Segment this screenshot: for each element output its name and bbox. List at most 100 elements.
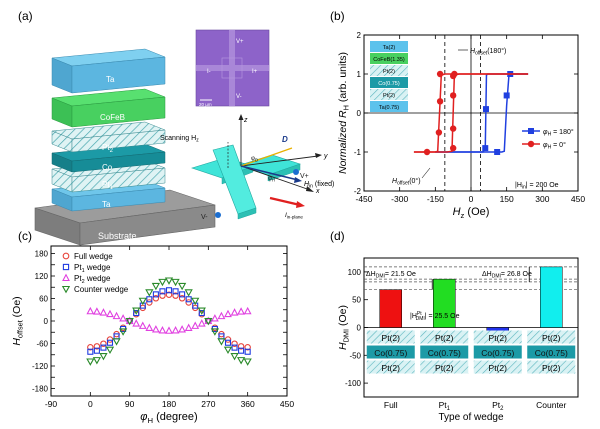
scanning-hz-label: Scanning Hz	[160, 135, 199, 144]
d-stack-label: Co(0.75)	[428, 348, 461, 358]
c-point-circle	[211, 324, 219, 332]
iin-sub: in-plane	[287, 215, 304, 220]
d-stack-box-1	[527, 345, 576, 359]
legend-b-marker-0	[527, 140, 535, 148]
chart-b: -450 -300 -150 0 150 300 450 -2 -1 0 1 2 Hz (Oe) Norm…	[337, 31, 585, 220]
b-xlabel-main: H	[453, 206, 461, 218]
legend-b-0-phi: φ	[543, 142, 548, 149]
c-legend-marker	[62, 273, 70, 282]
b-xtick-label: 150	[500, 194, 514, 204]
c-point-square	[93, 347, 100, 354]
legend-b-180-phi: φ	[543, 129, 548, 136]
c-xlabel-sub: H	[147, 416, 153, 425]
legend-b-180: φH = 180°	[543, 128, 574, 138]
b-xtick-label: 300	[535, 194, 549, 204]
hoffset-0-annotation: Hoffset(0°)	[392, 177, 421, 187]
c-point-square	[179, 291, 186, 298]
hpt2-sup: Pt	[417, 311, 422, 317]
dh2-sub: DMI	[492, 274, 501, 280]
c-point-square	[146, 296, 153, 303]
c-point-circle	[93, 343, 101, 350]
legend-b-0-sub: H	[548, 145, 552, 151]
b-ylabel-unit: (arb. units)	[337, 52, 349, 105]
panel-a-label: (a)	[18, 9, 33, 23]
c-xtick-label: 180	[162, 399, 176, 409]
co-layer: Co	[51, 143, 166, 173]
hin-note-b: |Hin| = 200 Oe	[515, 182, 559, 191]
c-legend-label: Full wedge	[74, 252, 113, 261]
inset-label-pt-top: Pt(2)	[383, 69, 395, 75]
hoffset0-h: H	[392, 178, 398, 185]
c-ytick-label: 120	[35, 272, 49, 281]
phi-d-text: φ	[251, 156, 255, 162]
b-point-square	[482, 106, 489, 113]
inset-label-cofeb: CoFeB(1.35)	[373, 57, 405, 63]
c-ytick-label: 60	[39, 295, 48, 304]
d-stack-box-0	[527, 330, 576, 344]
c-xtick-label: 360	[241, 399, 255, 409]
c-point-circle	[119, 324, 127, 332]
d-bar-Pt1	[433, 278, 456, 328]
b-xlabel: Hz (Oe)	[453, 206, 490, 220]
d-ylabel-sub: DMI	[342, 329, 351, 342]
c-point-square	[231, 344, 238, 351]
c-ytick-label: -180	[32, 385, 49, 394]
dh2-text: ΔH	[482, 271, 492, 278]
d-stack-label: Co(0.75)	[535, 348, 568, 358]
c-point-triangle-up	[145, 323, 154, 331]
d-stack-box-0	[366, 330, 415, 344]
b-xlabel-unit: (Oe)	[464, 206, 489, 218]
d-bar-Full	[379, 289, 402, 328]
c-point-triangle-up	[138, 321, 147, 329]
d-ytick-label: -100	[345, 379, 362, 388]
dh-dmi-2: ΔHDMI= 26.8 Oe	[482, 271, 532, 280]
c-point-triangle-up	[99, 308, 108, 316]
c-xtick-label: 0	[88, 399, 93, 409]
d-stack-box-2	[527, 360, 576, 374]
layer-label-substrate: Substrate	[98, 231, 137, 241]
c-legend-label-sub: 1	[82, 268, 85, 274]
iin-label: Iin-plane	[285, 212, 303, 220]
hin-note-b-sub: in	[522, 185, 526, 191]
c-point-triangle-down	[125, 317, 134, 326]
inset-layer-ta075	[370, 101, 408, 112]
c-point-triangle-down	[223, 346, 233, 354]
c-point-triangle-down	[204, 317, 213, 326]
c-point-circle	[106, 336, 114, 343]
hoffset0-tail: (0°)	[409, 177, 420, 185]
hoffset0-sub: offset	[397, 181, 410, 187]
c-point-triangle-down	[191, 297, 200, 306]
pt1-sub: 1	[110, 185, 114, 191]
c-point-square	[224, 339, 232, 346]
axis-z-label: z	[243, 117, 248, 124]
ta-top-layer: Ta	[51, 48, 166, 94]
legend-b: φH = 180° φH = 0°	[522, 128, 574, 151]
vminus-contact	[215, 212, 221, 218]
d-stack-box-1	[420, 345, 469, 359]
b-ylabel-main: Normalized R	[337, 110, 349, 174]
b-ylabel: Normalized RH (arb. units)	[337, 52, 351, 174]
panel-c: (c) -90 0 90 180 270 360 450 -180 -120 -60 0 60 120 1…	[11, 229, 294, 425]
b-xlabel-sub: z	[461, 211, 465, 220]
c-point-square	[87, 348, 94, 355]
axis-y-label: y	[323, 153, 328, 160]
hoffset-180-annotation: Hoffset(180°)	[470, 47, 506, 57]
c-ytick-label: -60	[36, 340, 48, 349]
b-xtick-label: -450	[355, 194, 372, 204]
micro-scalebar: 20 µm	[199, 102, 212, 107]
hin-label: Hin (fixed)	[304, 181, 334, 190]
dh1-sub: DMI	[376, 274, 385, 280]
hin-note: (fixed)	[313, 181, 334, 188]
b-point-circle	[435, 129, 443, 136]
c-xlabel-main: φ	[140, 411, 147, 423]
cofeb-layer: CoFeB	[51, 88, 166, 128]
panel-c-label: (c)	[18, 229, 32, 243]
c-point-circle	[165, 291, 173, 298]
c-point-triangle-down	[197, 307, 206, 315]
substrate-layer: Substrate	[34, 189, 216, 246]
c-point-triangle-up	[112, 311, 121, 320]
c-point-triangle-down	[230, 353, 239, 361]
inset-label-pt-bottom: Pt(2)	[383, 93, 395, 99]
c-point-circle	[244, 343, 251, 351]
